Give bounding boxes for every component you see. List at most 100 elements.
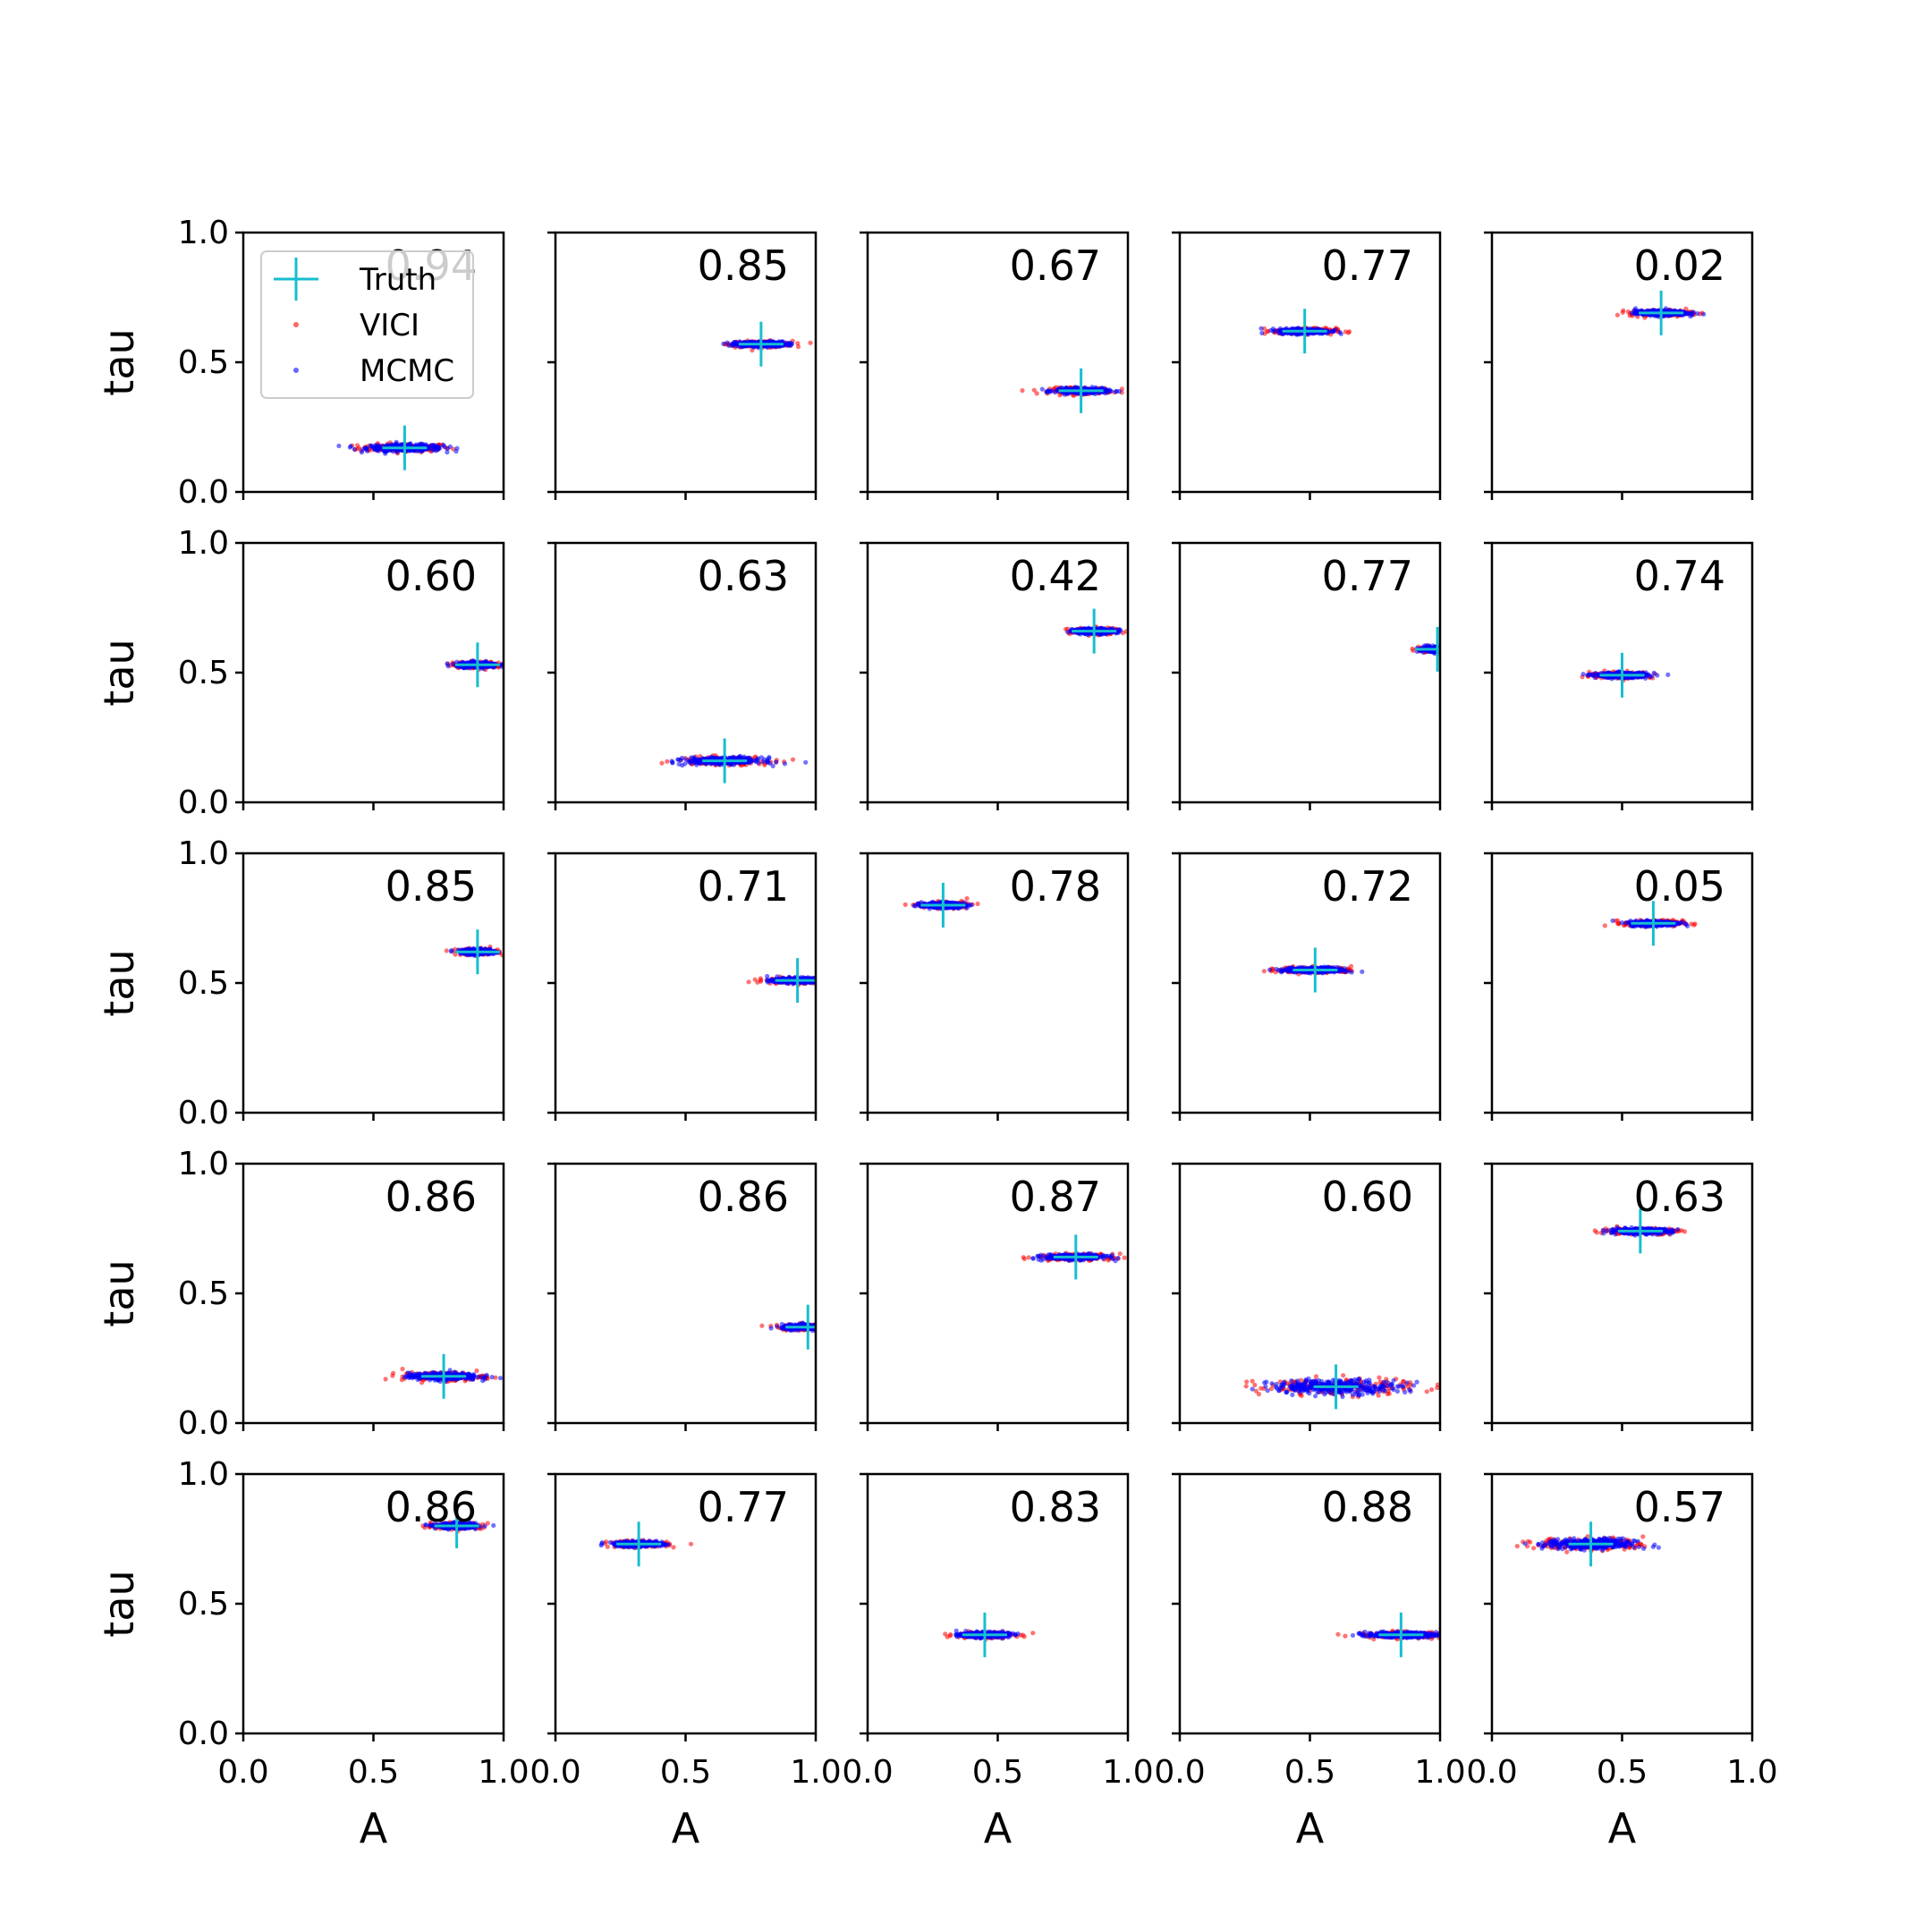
mcmc-point [1039,386,1045,392]
mcmc-point [1441,646,1445,650]
vici-point [1265,329,1270,335]
y-tick-label: 1.0 [178,215,229,251]
panel-value-label: 0.77 [1322,242,1413,290]
mcmc-point [1651,670,1657,676]
vici-point [1452,647,1456,651]
mcmc-point [1648,674,1655,679]
mcmc-point [1445,648,1449,653]
vici-point [1448,648,1453,653]
mcmc-point [445,450,450,455]
vici-point [1442,649,1446,654]
vici-point [1443,649,1447,654]
y-tick-label: 0.5 [178,344,229,381]
panel-value-label: 0.60 [386,552,477,600]
mcmc-point [1445,646,1449,650]
vici-point [1343,329,1348,335]
mcmc-point [1446,649,1451,654]
panel-value-label: 0.85 [698,242,789,290]
vici-point [1442,647,1446,651]
vici-point [1454,647,1459,651]
mcmc-point [1447,648,1452,653]
mcmc-point [686,759,691,765]
mcmc-point [359,450,365,455]
vici-point [659,760,665,766]
mcmc-point [1442,647,1446,651]
mcmc-point [450,661,455,667]
mcmc-point [1450,646,1454,650]
mcmc-point [1453,648,1457,652]
vici-point [1447,647,1452,651]
vici-point [1445,647,1449,651]
mcmc-point [1446,649,1451,654]
mcmc-point [1451,647,1455,651]
vici-point [1020,388,1025,394]
mcmc-point [1443,647,1447,651]
mcmc-point [1445,646,1449,650]
mcmc-point [1442,646,1446,650]
vici-point [1444,646,1448,650]
mcmc-point [441,442,446,447]
mcmc-point [670,760,675,766]
scatter-panel: 0.77 [1172,541,1459,810]
mcmc-point [675,757,681,762]
mcmc-point [1447,646,1452,650]
vici-point [1411,648,1416,654]
vici-point [808,340,813,345]
scatter-panel: 0.02 [1484,231,1754,500]
vici-point [1450,648,1454,652]
truth-marker [1072,608,1117,654]
vici-point [1445,648,1450,652]
mcmc-point [1445,645,1450,649]
mcmc-point [1106,387,1112,393]
vici-point [507,663,512,667]
mcmc-point [1450,646,1454,650]
mcmc-point [1449,646,1453,650]
mcmc-point [1103,390,1108,396]
vici-point [1441,648,1445,652]
vici-point [1445,650,1450,655]
vici-point [1447,647,1452,651]
vici-point [1445,649,1450,654]
mcmc-point [1445,646,1450,650]
vici-point [1448,650,1453,655]
mcmc-point [1665,672,1671,678]
mcmc-point [1268,327,1274,333]
mcmc-point [430,443,436,448]
y-axis-label: tau [95,328,143,395]
mcmc-point [786,343,792,348]
vici-point [1034,391,1039,396]
vici-point [1443,648,1447,652]
mcmc-point [1695,310,1700,317]
mcmc-point [1453,647,1458,651]
vici-point [1445,648,1449,652]
vici-point [1620,309,1625,315]
mcmc-point [767,760,773,767]
mcmc-point [1452,649,1456,654]
mcmc-point [1445,647,1449,651]
vici-point [1450,647,1454,651]
mcmc-point [1445,647,1449,651]
vici-point [505,665,510,669]
mcmc-point [774,759,779,765]
mcmc-point [1444,647,1448,651]
mcmc-point [1445,648,1449,652]
vici-point [1441,645,1445,649]
mcmc-point [1443,648,1447,653]
mcmc-point [689,755,694,760]
vici-point [1441,645,1445,649]
mcmc-point [1441,648,1445,652]
mcmc-point [1442,647,1446,651]
mcmc-point [1442,650,1446,655]
mcmc-point [1442,648,1446,652]
mcmc-point [1450,648,1454,652]
mcmc-point [1444,647,1448,651]
mcmc-point [1453,648,1457,653]
mcmc-point [1451,646,1455,650]
mcmc-point [1445,648,1450,653]
vici-point [1446,650,1451,655]
vici-point [1031,387,1037,393]
vici-point [1446,648,1451,652]
